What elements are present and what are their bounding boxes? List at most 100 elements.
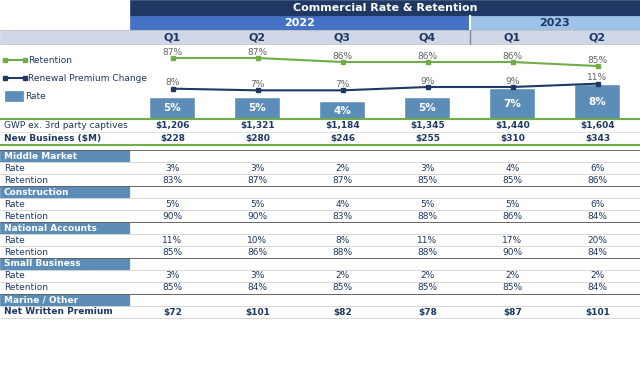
Bar: [385, 30, 470, 44]
Text: Q2: Q2: [249, 32, 266, 42]
Text: $343: $343: [585, 134, 610, 143]
Text: Q3: Q3: [334, 32, 351, 42]
Text: 83%: 83%: [332, 212, 353, 221]
Bar: [0, 222, 130, 234]
Text: 85%: 85%: [502, 283, 523, 292]
Text: 9%: 9%: [420, 76, 435, 85]
Bar: [130, 258, 640, 270]
Text: 87%: 87%: [163, 47, 182, 56]
Text: 2023: 2023: [540, 18, 570, 28]
Bar: [0, 186, 130, 198]
Text: 88%: 88%: [332, 247, 353, 256]
Text: 2022: 2022: [285, 18, 316, 28]
Text: $246: $246: [330, 134, 355, 143]
Text: $87: $87: [503, 307, 522, 316]
Text: 7%: 7%: [335, 80, 349, 89]
Text: 90%: 90%: [163, 212, 182, 221]
Text: 85%: 85%: [502, 176, 523, 185]
Text: 3%: 3%: [420, 163, 435, 172]
Bar: [0, 246, 640, 258]
Text: 8%: 8%: [165, 78, 180, 87]
Text: $1,440: $1,440: [495, 121, 530, 130]
Text: 17%: 17%: [502, 236, 523, 245]
Text: Q1: Q1: [504, 32, 521, 42]
Text: $101: $101: [585, 307, 610, 316]
Text: 84%: 84%: [588, 283, 607, 292]
Text: 85%: 85%: [417, 283, 438, 292]
Text: 3%: 3%: [250, 272, 265, 281]
Text: $101: $101: [245, 307, 270, 316]
Text: New Business ($M): New Business ($M): [4, 134, 101, 143]
Text: 84%: 84%: [588, 212, 607, 221]
Text: 20%: 20%: [588, 236, 607, 245]
Text: 5%: 5%: [420, 200, 435, 209]
Bar: [0, 150, 130, 162]
Bar: [0, 174, 640, 186]
Bar: [130, 0, 640, 16]
Text: 86%: 86%: [332, 51, 353, 60]
Text: 85%: 85%: [163, 283, 182, 292]
Bar: [490, 89, 534, 119]
Text: 2%: 2%: [335, 272, 349, 281]
Bar: [0, 132, 640, 145]
Text: Rate: Rate: [4, 272, 25, 281]
Text: 5%: 5%: [419, 103, 436, 113]
Text: GWP ex. 3rd party captives: GWP ex. 3rd party captives: [4, 121, 128, 130]
Text: 5%: 5%: [164, 103, 181, 113]
Bar: [0, 294, 130, 306]
Text: 84%: 84%: [588, 247, 607, 256]
Text: 2%: 2%: [420, 272, 435, 281]
Text: 11%: 11%: [163, 236, 182, 245]
Bar: [130, 222, 640, 234]
Text: 2%: 2%: [335, 163, 349, 172]
Bar: [130, 186, 640, 198]
Text: 5%: 5%: [506, 200, 520, 209]
Bar: [555, 30, 640, 44]
Text: 10%: 10%: [248, 236, 268, 245]
Bar: [130, 294, 640, 306]
Bar: [0, 162, 640, 174]
Text: 11%: 11%: [588, 73, 607, 82]
Text: 8%: 8%: [335, 236, 349, 245]
Text: 4%: 4%: [333, 105, 351, 116]
Text: 9%: 9%: [506, 76, 520, 85]
Text: National Accounts: National Accounts: [4, 223, 97, 232]
Text: 83%: 83%: [163, 176, 182, 185]
Text: Rate: Rate: [25, 91, 45, 100]
Text: $228: $228: [160, 134, 185, 143]
Text: 85%: 85%: [163, 247, 182, 256]
Bar: [0, 210, 640, 222]
Bar: [130, 16, 470, 30]
Text: Retention: Retention: [4, 212, 48, 221]
Text: Renewal Premium Change: Renewal Premium Change: [28, 74, 147, 82]
Text: 3%: 3%: [250, 163, 265, 172]
Bar: [0, 30, 130, 44]
Bar: [575, 85, 620, 119]
Text: Marine / Other: Marine / Other: [4, 296, 78, 305]
Text: 87%: 87%: [248, 47, 268, 56]
Text: 8%: 8%: [589, 97, 606, 107]
Bar: [0, 234, 640, 246]
Bar: [215, 30, 300, 44]
Bar: [150, 98, 195, 119]
Text: Q1: Q1: [164, 32, 181, 42]
Text: 87%: 87%: [332, 176, 353, 185]
Text: $1,321: $1,321: [240, 121, 275, 130]
Text: Retention: Retention: [28, 56, 72, 65]
Bar: [0, 198, 640, 210]
Text: $310: $310: [500, 134, 525, 143]
Bar: [0, 119, 640, 132]
Text: 11%: 11%: [417, 236, 438, 245]
Text: $1,206: $1,206: [156, 121, 189, 130]
Text: 3%: 3%: [165, 272, 180, 281]
Text: Retention: Retention: [4, 283, 48, 292]
Text: $280: $280: [245, 134, 270, 143]
Text: $78: $78: [418, 307, 437, 316]
Bar: [321, 102, 365, 119]
Bar: [236, 98, 280, 119]
Bar: [130, 30, 215, 44]
Bar: [0, 306, 640, 318]
Bar: [405, 98, 449, 119]
Text: Construction: Construction: [4, 187, 70, 196]
Text: 85%: 85%: [417, 176, 438, 185]
